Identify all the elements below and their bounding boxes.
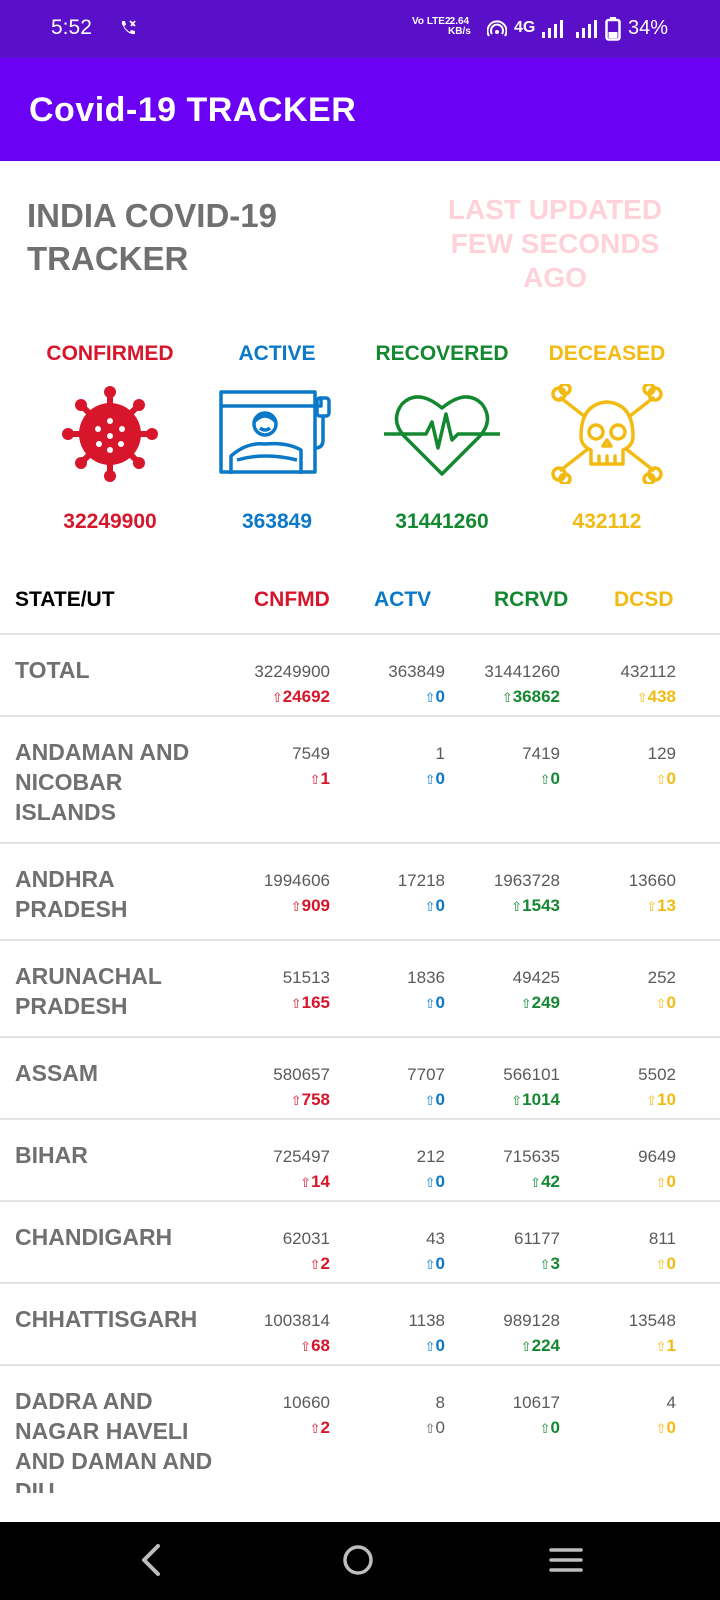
- summary-label: ACTIVE: [238, 342, 316, 365]
- status-bar: 5:52 Vo LTE2 2.64 KB/s 4G 34%: [0, 0, 720, 58]
- active-cell: 17218 ⇧0: [397, 871, 445, 915]
- summary-value: 32249900: [63, 510, 157, 533]
- table-row[interactable]: DADRA AND NAGAR HAVELI AND DAMAN AND DIU…: [0, 1364, 720, 1493]
- deceased-cell: 252 ⇧0: [647, 968, 676, 1012]
- app-title: Covid-19 TRACKER: [29, 91, 357, 129]
- active-cell: 1138 ⇧0: [408, 1311, 445, 1355]
- column-header-active: ACTV: [374, 588, 432, 611]
- active-cell: 7707 ⇧0: [407, 1065, 445, 1109]
- table-row[interactable]: ARUNACHAL PRADESH 51513 ⇧165 1836 ⇧0 49425…: [0, 939, 720, 1036]
- recovered-cell: 989128 ⇧224: [503, 1311, 560, 1355]
- state-name: ANDHRA PRADESH: [15, 866, 128, 922]
- summary-card-confirmed: CONFIRMED 32249900: [30, 340, 190, 534]
- signal-icon: [540, 19, 564, 44]
- deceased-cell: 13548 ⇧1: [628, 1311, 676, 1355]
- call-forward-icon: [118, 18, 138, 43]
- table-row[interactable]: TOTAL 32249900 ⇧24692 363849 ⇧0 31441260 ⇧3…: [0, 633, 720, 715]
- table-row[interactable]: ANDHRA PRADESH 1994606 ⇧909 17218 ⇧0 19637…: [0, 842, 720, 939]
- table-row[interactable]: CHHATTISGARH 1003814 ⇧68 1138 ⇧0 989128 ⇧22…: [0, 1282, 720, 1364]
- recovered-cell: 715635 ⇧42: [503, 1147, 560, 1191]
- summary-value: 363849: [241, 510, 313, 533]
- column-header-confirmed: CNFMD: [254, 588, 330, 611]
- status-time: 5:52: [51, 16, 92, 39]
- summary-card-recovered: RECOVERED 31441260: [362, 340, 522, 534]
- confirmed-cell: 1003814 ⇧68: [263, 1311, 330, 1355]
- network-speed: 2.64 KB/s: [448, 16, 471, 37]
- last-updated-text: LAST UPDATED FEW SECONDS AGO: [447, 194, 663, 293]
- summary-label: DECEASED: [548, 342, 666, 365]
- back-icon[interactable]: [136, 1542, 168, 1583]
- deceased-cell: 5502 ⇧10: [638, 1065, 676, 1109]
- table-row[interactable]: CHANDIGARH 62031 ⇧2 43 ⇧0 61177 ⇧3 811 ⇧0: [0, 1200, 720, 1282]
- recovered-cell: 61177 ⇧3: [513, 1229, 560, 1273]
- recovered-cell: 31441260 ⇧36862: [484, 662, 560, 706]
- volte-indicator: Vo LTE2: [412, 16, 451, 27]
- hotspot-icon: [486, 20, 508, 43]
- state-name: BIHAR: [15, 1142, 88, 1168]
- deceased-cell: 432112 ⇧438: [620, 662, 676, 706]
- summary-card-deceased: DECEASED 432112: [527, 340, 687, 534]
- recovered-cell: 10617 ⇧0: [512, 1393, 560, 1437]
- battery-icon: [605, 17, 621, 46]
- state-table[interactable]: TOTAL 32249900 ⇧24692 363849 ⇧0 31441260 ⇧3…: [0, 633, 720, 1493]
- skull-icon: [547, 382, 667, 486]
- confirmed-cell: 580657 ⇧758: [273, 1065, 330, 1109]
- deceased-cell: 811 ⇧0: [648, 1229, 676, 1273]
- confirmed-cell: 51513 ⇧165: [282, 968, 330, 1012]
- active-cell: 8 ⇧0: [424, 1393, 445, 1437]
- active-cell: 43 ⇧0: [424, 1229, 445, 1273]
- table-header: STATE/UT CNFMD ACTV RCRVD DCSD: [0, 588, 720, 618]
- active-cell: 1 ⇧0: [424, 744, 445, 788]
- confirmed-cell: 7549 ⇧1: [292, 744, 330, 788]
- active-cell: 363849 ⇧0: [388, 662, 445, 706]
- column-header-deceased: DCSD: [614, 588, 674, 611]
- virus-icon: [50, 384, 170, 484]
- battery-percent: 34%: [628, 17, 669, 39]
- page-title: INDIA COVID-19 TRACKER: [27, 197, 277, 277]
- state-name: CHANDIGARH: [15, 1224, 173, 1250]
- heartbeat-icon: [382, 384, 502, 484]
- confirmed-cell: 32249900 ⇧24692: [254, 662, 330, 706]
- recovered-cell: 566101 ⇧1014: [503, 1065, 560, 1109]
- active-cell: 212 ⇧0: [416, 1147, 445, 1191]
- state-name: DADRA AND NAGAR HAVELI AND DAMAN AND DIU: [15, 1388, 213, 1493]
- confirmed-cell: 725497 ⇧14: [273, 1147, 330, 1191]
- summary-card-active: ACTIVE 363849: [197, 340, 357, 534]
- app-bar: Covid-19 TRACKER: [0, 58, 720, 161]
- recovered-cell: 7419 ⇧0: [522, 744, 560, 788]
- hospital-bed-icon: [217, 384, 337, 484]
- active-cell: 1836 ⇧0: [407, 968, 445, 1012]
- signal-icon-2: [574, 19, 598, 44]
- state-name: CHHATTISGARH: [15, 1306, 198, 1332]
- deceased-cell: 129 ⇧0: [647, 744, 676, 788]
- summary-value: 31441260: [395, 510, 489, 533]
- deceased-cell: 13660 ⇧13: [628, 871, 676, 915]
- deceased-cell: 9649 ⇧0: [638, 1147, 676, 1191]
- confirmed-cell: 10660 ⇧2: [282, 1393, 330, 1437]
- deceased-cell: 4 ⇧0: [655, 1393, 676, 1437]
- confirmed-cell: 62031 ⇧2: [282, 1229, 330, 1273]
- summary-label: RECOVERED: [375, 342, 509, 365]
- table-row[interactable]: BIHAR 725497 ⇧14 212 ⇧0 715635 ⇧42 9649 ⇧0: [0, 1118, 720, 1200]
- recovered-cell: 49425 ⇧249: [512, 968, 560, 1012]
- state-name: ASSAM: [15, 1060, 99, 1086]
- state-name: ANDAMAN AND NICOBAR ISLANDS: [15, 739, 190, 825]
- column-header-state: STATE/UT: [15, 588, 115, 611]
- state-name: TOTAL: [15, 657, 90, 683]
- home-icon[interactable]: [340, 1542, 376, 1583]
- state-name: ARUNACHAL PRADESH: [15, 963, 162, 1019]
- table-row[interactable]: ANDAMAN AND NICOBAR ISLANDS 7549 ⇧1 1 ⇧0 7…: [0, 715, 720, 842]
- network-type: 4G: [514, 19, 536, 36]
- recents-icon[interactable]: [548, 1542, 584, 1583]
- system-nav-bar: [0, 1522, 720, 1600]
- recovered-cell: 1963728 ⇧1543: [493, 871, 560, 915]
- confirmed-cell: 1994606 ⇧909: [263, 871, 330, 915]
- column-header-recovered: RCRVD: [494, 588, 569, 611]
- summary-value: 432112: [572, 510, 642, 533]
- summary-label: CONFIRMED: [46, 342, 174, 365]
- table-row[interactable]: ASSAM 580657 ⇧758 7707 ⇧0 566101 ⇧1014 5502…: [0, 1036, 720, 1118]
